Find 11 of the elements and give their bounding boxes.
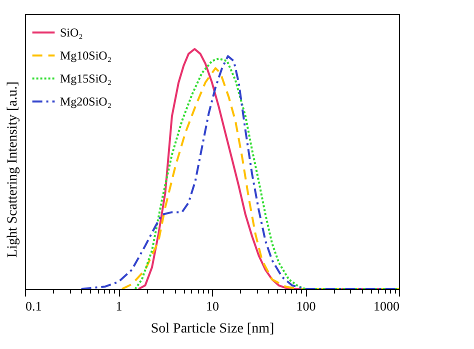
x-tick-label: 0.1 <box>26 298 42 314</box>
legend-label: Mg15SiO₂ <box>60 72 112 86</box>
legend-label: SiO₂ <box>60 26 83 40</box>
legend-label: Mg10SiO₂ <box>60 48 112 62</box>
x-axis-title: Sol Particle Size [nm] <box>150 322 274 336</box>
x-tick-label: 1 <box>116 298 122 314</box>
x-tick-label: 100 <box>296 298 316 314</box>
legend-label: Mg20SiO₂ <box>60 94 112 108</box>
y-axis-title: Light Scattering Intensity [a.u.] <box>6 81 20 258</box>
x-tick-label: 10 <box>206 298 219 314</box>
x-tick-label: 1000 <box>374 298 400 314</box>
